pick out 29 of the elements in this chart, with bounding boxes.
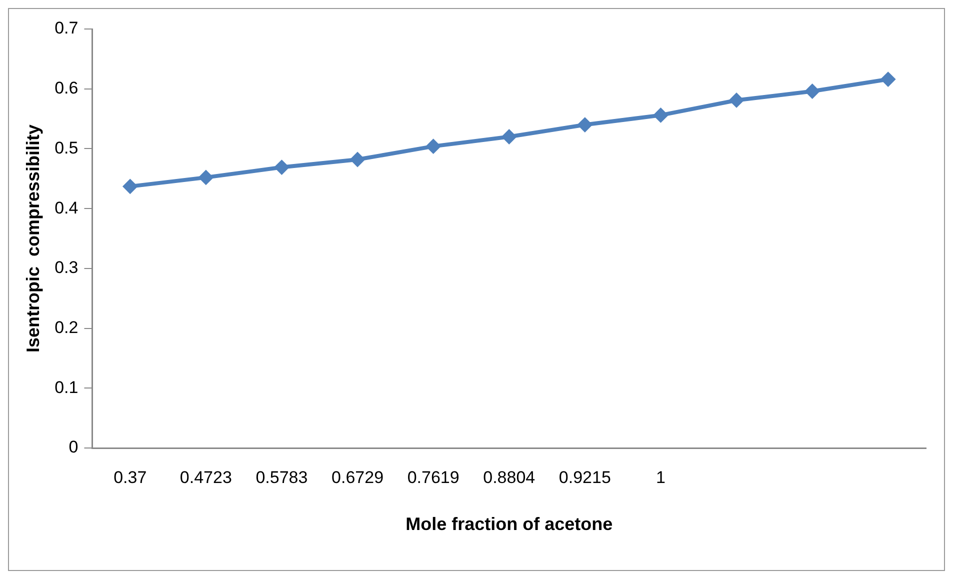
x-tick-label: 0.5783 xyxy=(256,468,308,487)
point xyxy=(880,72,896,87)
x-tick-label: 0.37 xyxy=(114,468,147,487)
y-tick-label: 0.2 xyxy=(54,318,78,337)
point xyxy=(122,178,138,194)
x-tick-label: 1 xyxy=(656,468,666,487)
y-tick-label: 0.1 xyxy=(54,378,78,397)
point xyxy=(426,138,441,154)
x-axis-title: Mole fraction of acetone xyxy=(406,514,613,534)
point xyxy=(577,117,592,132)
point xyxy=(804,84,820,99)
x-tick-label: 0.6729 xyxy=(332,468,384,487)
y-tick-label: 0.6 xyxy=(54,78,78,98)
x-tick-label: 0.8804 xyxy=(483,468,536,487)
point xyxy=(198,170,214,185)
point xyxy=(274,160,290,175)
y-axis-title: Isentropic compressibility xyxy=(22,124,43,353)
x-tick-label: 0.7619 xyxy=(407,468,460,487)
y-tick-label: 0 xyxy=(68,438,78,457)
x-tick-label: 0.9215 xyxy=(558,468,611,487)
x-tick-label: 0.4723 xyxy=(180,468,232,487)
point xyxy=(502,129,517,144)
point xyxy=(653,108,668,123)
y-tick-label: 0.5 xyxy=(54,138,78,158)
y-tick-label: 0.3 xyxy=(54,258,78,278)
y-tick-label: 0.7 xyxy=(54,18,78,38)
y-tick-label: 0.4 xyxy=(54,198,78,218)
point xyxy=(350,152,366,167)
point xyxy=(729,92,744,108)
